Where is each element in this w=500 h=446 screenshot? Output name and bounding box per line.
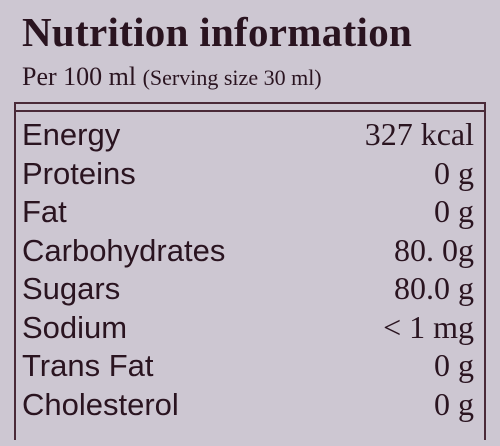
serving-size: (Serving size 30 ml) bbox=[142, 65, 322, 90]
nutrient-amount: 80.0 g bbox=[394, 270, 474, 306]
nutrient-name: Sodium bbox=[22, 309, 128, 345]
nutrient-row-sugars: Sugars 80.0 g bbox=[22, 270, 478, 309]
nutrient-row-cholesterol: Cholesterol 0 g bbox=[22, 386, 478, 425]
table-divider bbox=[14, 110, 486, 112]
nutrient-name: Fat bbox=[22, 194, 67, 229]
nutrient-row-energy: Energy 327 kcal bbox=[22, 116, 478, 155]
nutrient-amount: 0 g bbox=[434, 154, 474, 191]
nutrient-amount: 80. 0g bbox=[394, 231, 474, 268]
nutrient-row-proteins: Proteins 0 g bbox=[22, 155, 478, 194]
nutrient-row-fat: Fat 0 g bbox=[22, 193, 478, 232]
nutrient-name: Trans Fat bbox=[22, 348, 154, 383]
nutrient-name: Cholesterol bbox=[22, 386, 179, 422]
nutrient-name: Sugars bbox=[22, 271, 121, 306]
nutrient-amount: 327 kcal bbox=[364, 116, 474, 152]
nutrient-amount: 0 g bbox=[434, 347, 474, 383]
nutrient-name: Energy bbox=[22, 117, 121, 152]
nutrient-amount: 0 g bbox=[434, 193, 474, 229]
nutrient-row-sodium: Sodium < 1 mg bbox=[22, 309, 478, 348]
per-line: Per 100 ml (Serving size 30 ml) bbox=[22, 62, 322, 92]
nutrient-name: Proteins bbox=[22, 155, 136, 191]
nutrient-row-trans-fat: Trans Fat 0 g bbox=[22, 347, 478, 386]
nutrient-table-frame bbox=[14, 102, 486, 440]
nutrient-amount: 0 g bbox=[434, 385, 474, 422]
nutrient-amount: < 1 mg bbox=[383, 308, 474, 345]
per-quantity: Per 100 ml bbox=[22, 62, 137, 91]
nutrient-row-carbohydrates: Carbohydrates 80. 0g bbox=[22, 232, 478, 271]
label-title: Nutrition information bbox=[22, 9, 413, 55]
nutrient-table: Energy 327 kcal Proteins 0 g Fat 0 g Car… bbox=[22, 116, 478, 424]
nutrient-name: Carbohydrates bbox=[22, 232, 226, 268]
